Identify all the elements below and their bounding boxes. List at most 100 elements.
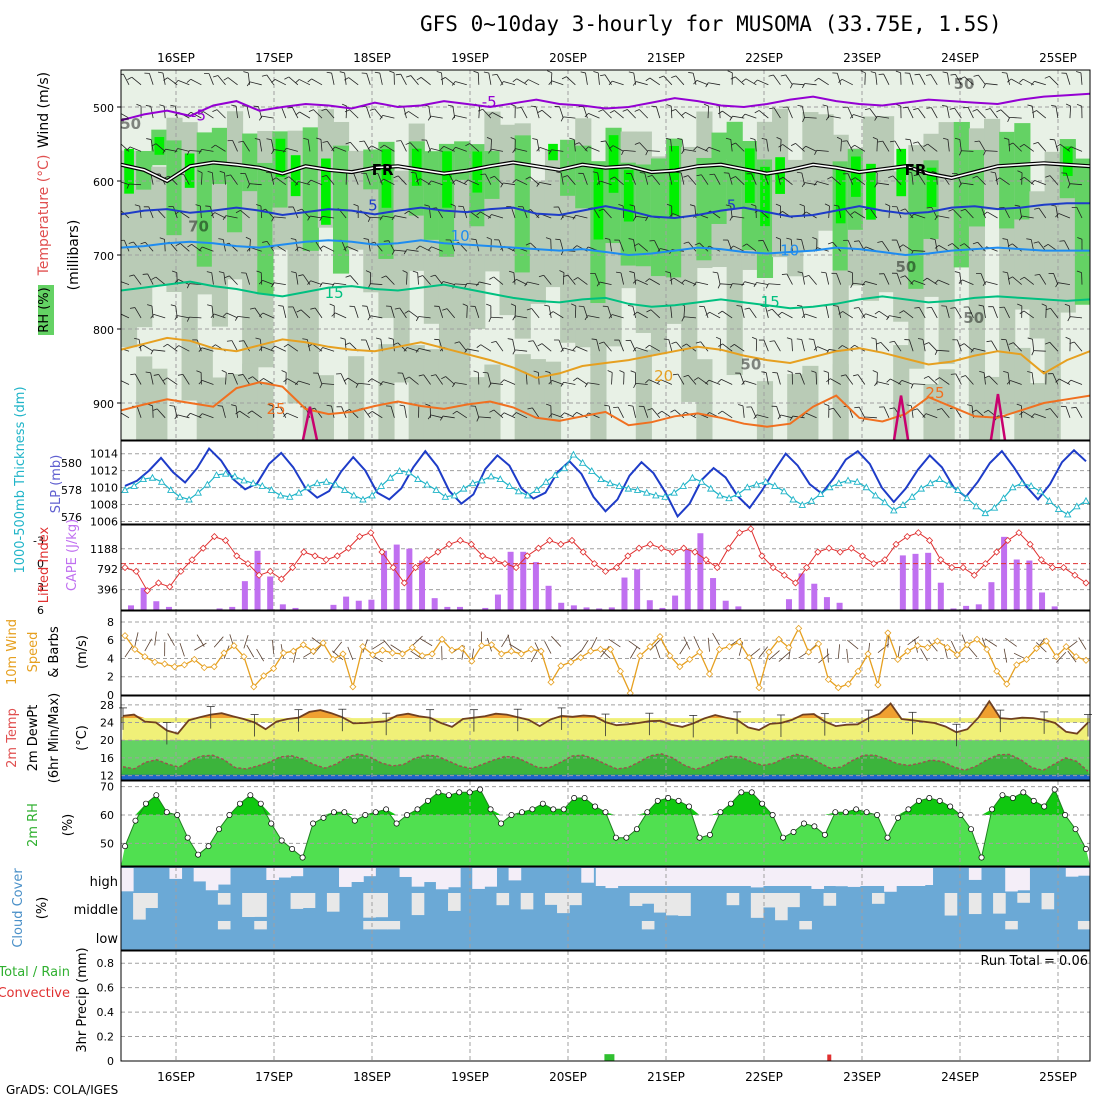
- cape-bar: [355, 600, 362, 610]
- wind-barb-flag: [536, 147, 541, 152]
- wind-barb-flag: [959, 243, 965, 247]
- cape-bar: [494, 594, 501, 610]
- cloud-gap: [823, 893, 837, 906]
- wind-barb-flag: [592, 171, 598, 174]
- rh-band: [744, 148, 755, 203]
- thickness-point: [185, 495, 193, 503]
- wind-barb-flag: [150, 314, 155, 319]
- wind-barb: [670, 305, 673, 318]
- thickness-point: [652, 491, 660, 499]
- wind-barb: [400, 140, 407, 152]
- pressure-tick-label: 800: [93, 324, 114, 337]
- ylabel-cape: CAPE (J/kg): [65, 519, 80, 591]
- wind-barb-flag: [548, 311, 554, 315]
- wind-barb-flag: [195, 204, 201, 207]
- wind-barb-flag: [850, 211, 855, 215]
- wind-barb-flag: [850, 177, 856, 181]
- wind-barb: [310, 215, 323, 219]
- cape-bar: [710, 578, 717, 610]
- cloud-gap: [1077, 868, 1091, 876]
- wind-barb-flag: [1019, 143, 1025, 148]
- wind-barb: [1070, 146, 1083, 152]
- wind-barb: [314, 407, 323, 419]
- ylabel-wind: Wind (m/s): [36, 72, 52, 148]
- wind-barb: [490, 382, 504, 385]
- wind-barb-flag: [889, 407, 895, 410]
- wind-barb-flag: [525, 176, 531, 180]
- wind-barb-flag: [512, 148, 516, 153]
- rh-point: [1020, 789, 1027, 796]
- wind-speed-point: [923, 643, 932, 652]
- li-tick-label: 0: [37, 558, 44, 571]
- wind-barb-flag: [934, 215, 938, 221]
- wind-barb-flag: [295, 380, 299, 386]
- wind-speed-point: [339, 650, 347, 658]
- wind-speed-point: [458, 644, 466, 653]
- wind-barb: [406, 347, 419, 352]
- li-point: [166, 583, 174, 591]
- wind-barb: [722, 310, 733, 319]
- wind-barb: [121, 313, 130, 319]
- wind-barb-flag: [266, 171, 272, 174]
- cape-bar: [153, 601, 160, 610]
- wind-barb: [805, 313, 817, 319]
- cloud-gap: [799, 921, 812, 930]
- wind-barb: [818, 77, 829, 86]
- wind-barb-flag: [683, 241, 689, 244]
- wind-barb-flag: [705, 311, 710, 316]
- wind-barb-flag: [781, 273, 787, 275]
- surface-wind-barb: [768, 650, 780, 661]
- cloud-gap: [750, 893, 764, 918]
- cape-bar: [279, 604, 286, 610]
- thickness-point: [386, 473, 395, 481]
- wind-barb: [467, 179, 479, 186]
- wind-barb: [583, 106, 588, 119]
- cape-bar: [482, 607, 489, 610]
- wind-barb: [771, 308, 781, 319]
- wind-barb-flag: [744, 307, 750, 310]
- rh-point: [184, 834, 191, 841]
- wind-barb-flag: [163, 343, 168, 348]
- wind-barb: [576, 346, 588, 352]
- wind-barb: [189, 150, 202, 152]
- rh-point: [299, 854, 306, 861]
- wind-barb-flag: [572, 412, 577, 416]
- rh-point: [571, 795, 578, 801]
- wind-barb-flag: [971, 409, 977, 413]
- wind-barb: [153, 314, 166, 319]
- wind-barb-flag: [210, 313, 215, 319]
- wind-barb-flag: [234, 316, 239, 321]
- ylabel-millibars: (millibars): [66, 220, 82, 291]
- wind-barb-flag: [609, 176, 615, 180]
- wind-barb: [515, 349, 528, 352]
- wind-barb: [165, 148, 178, 152]
- wind-barb-flag: [259, 378, 264, 382]
- wind-barb-flag: [500, 379, 505, 384]
- li-point: [601, 567, 610, 575]
- wind-barb: [802, 272, 805, 285]
- wind-barb: [537, 372, 540, 385]
- cold-band: [121, 774, 1090, 780]
- wind-barb: [688, 241, 697, 252]
- wind-barb: [903, 310, 914, 319]
- wind-barb: [831, 176, 841, 186]
- wind-barb-flag: [627, 305, 633, 307]
- wind-barb: [845, 374, 854, 385]
- panel-frame: [120, 524, 1091, 611]
- rh-band: [275, 138, 286, 177]
- wind-barb-flag: [488, 148, 492, 154]
- wind-barb-flag: [308, 109, 314, 113]
- wind-barb: [632, 306, 637, 318]
- wind-barb-flag: [344, 409, 350, 412]
- wind-barb: [266, 74, 275, 86]
- wind-barb: [937, 349, 950, 352]
- wind-barb: [913, 213, 926, 219]
- wind-barb: [383, 144, 395, 152]
- wind-barb-flag: [163, 77, 168, 81]
- wind-barb-flag: [367, 145, 372, 150]
- rh-point: [592, 803, 599, 810]
- wind-barb: [239, 410, 250, 419]
- wind-barb: [237, 315, 250, 319]
- wind-barb-flag: [271, 79, 276, 83]
- wind-barb-flag: [512, 78, 517, 83]
